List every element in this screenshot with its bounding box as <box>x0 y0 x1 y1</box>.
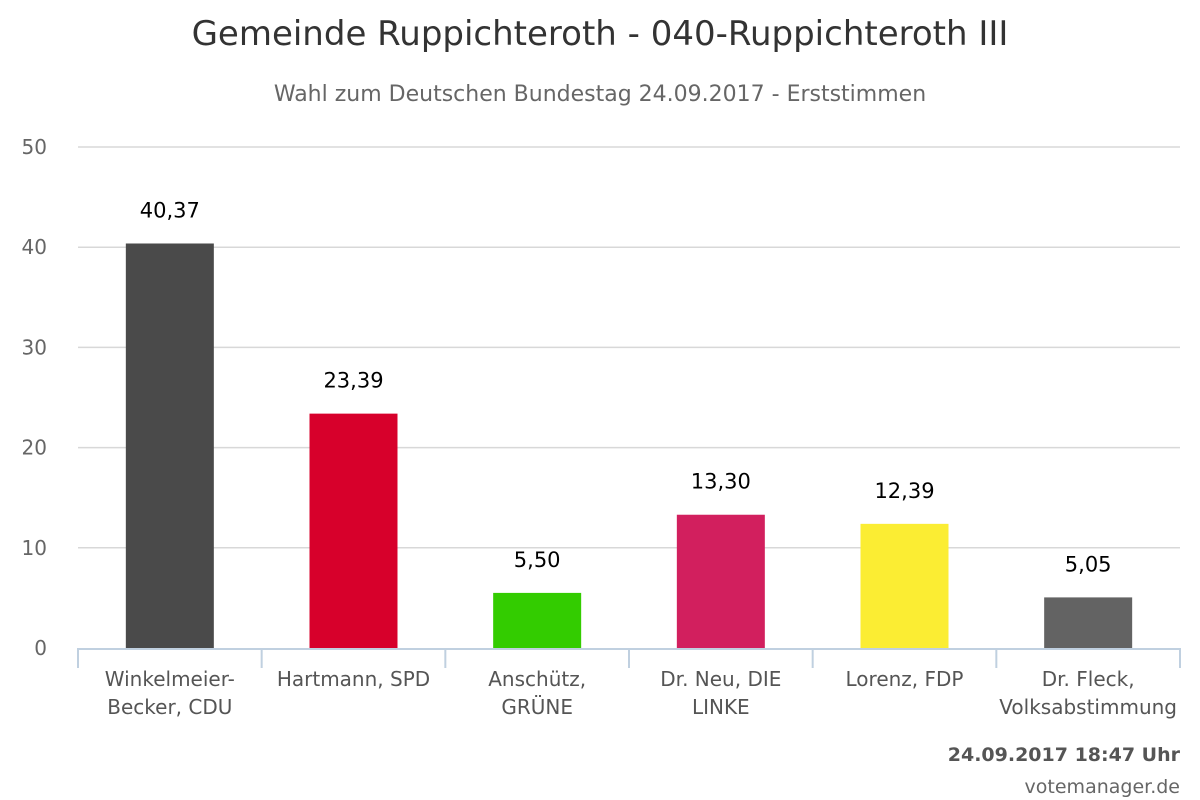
bar[interactable] <box>1044 597 1133 648</box>
x-tick-label: Anschütz, <box>488 667 586 691</box>
y-tick-label: 0 <box>34 636 47 660</box>
x-tick-label: Becker, CDU <box>107 695 232 719</box>
data-label: 12,39 <box>874 479 934 503</box>
bar[interactable] <box>860 523 949 648</box>
bar[interactable] <box>493 592 582 648</box>
x-tick-label: Winkelmeier- <box>105 667 235 691</box>
y-tick-label: 10 <box>22 536 47 560</box>
x-tick-label: Dr. Fleck, <box>1042 667 1135 691</box>
credit-link[interactable]: votemanager.de <box>1024 776 1180 798</box>
x-tick-label: LINKE <box>692 695 750 719</box>
x-tick-label: Hartmann, SPD <box>277 667 430 691</box>
y-axis-ticks: 0 10 20 30 40 50 <box>22 135 47 660</box>
timestamp: 24.09.2017 18:47 Uhr <box>947 744 1180 766</box>
bar[interactable] <box>125 243 214 648</box>
data-label: 40,37 <box>140 198 200 222</box>
bar[interactable] <box>676 514 765 648</box>
chart-subtitle: Wahl zum Deutschen Bundestag 24.09.2017 … <box>273 82 927 107</box>
data-label: 13,30 <box>691 470 751 494</box>
bars <box>125 243 1133 648</box>
y-tick-label: 40 <box>22 235 47 259</box>
x-tick-label: Dr. Neu, DIE <box>660 667 781 691</box>
data-label: 5,50 <box>514 548 561 572</box>
x-tick-label: Volksabstimmung <box>999 695 1177 719</box>
data-labels: 40,37 23,39 5,50 13,30 12,39 5,05 <box>140 198 1112 576</box>
y-tick-label: 50 <box>22 135 47 159</box>
x-tick-label: GRÜNE <box>501 695 573 719</box>
data-label: 23,39 <box>323 369 383 393</box>
x-tick-label: Lorenz, FDP <box>846 667 964 691</box>
y-tick-label: 30 <box>22 335 47 359</box>
chart-title: Gemeinde Ruppichteroth - 040-Ruppichtero… <box>191 14 1009 54</box>
data-label: 5,05 <box>1065 552 1112 576</box>
x-axis: Winkelmeier- Becker, CDU Hartmann, SPD Ansc… <box>77 648 1181 719</box>
grid-lines <box>78 146 1180 549</box>
y-tick-label: 20 <box>22 436 47 460</box>
bar[interactable] <box>309 413 398 648</box>
